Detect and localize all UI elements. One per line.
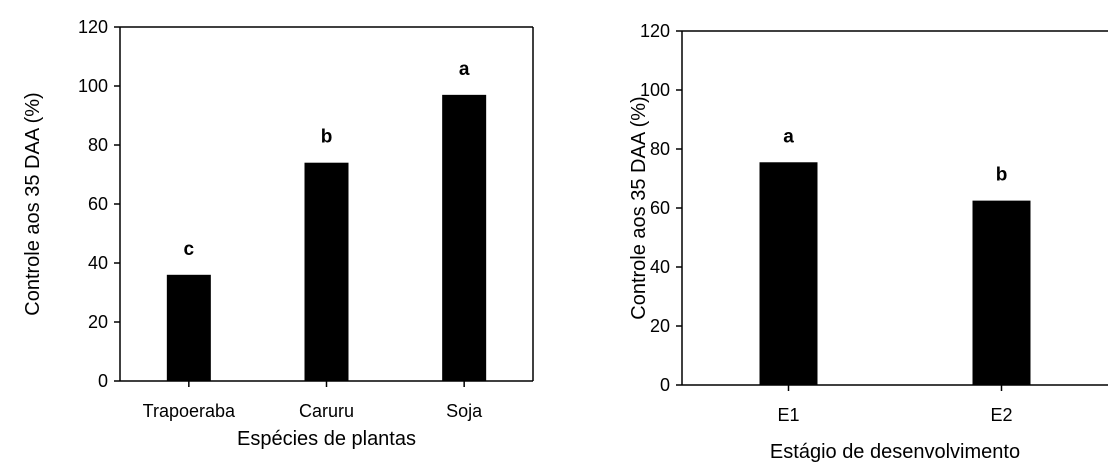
x-tick-label: E2 [990,405,1012,425]
x-axis-title: Espécies de plantas [237,428,416,450]
y-tick-label: 40 [650,257,670,277]
bar-caruru [304,162,349,381]
y-tick-label: 20 [650,316,670,336]
y-tick-label: 40 [88,253,108,273]
significance-letter: c [184,239,195,260]
bar-e1 [759,162,818,385]
y-tick-label: 100 [640,80,670,100]
x-tick-label: Caruru [299,401,354,421]
significance-letter: a [783,126,794,147]
bar-trapoeraba [166,274,211,381]
x-axis-title: Estágio de desenvolvimento [770,441,1020,463]
y-tick-label: 60 [650,198,670,218]
chart-1: 0 20 40 60 80 100 120 Trapoeraba c Caruru b Soja a Es… [22,17,534,450]
y-tick-label: 120 [640,21,670,41]
x-tick-label: Trapoeraba [143,401,236,421]
y-tick-label: 120 [78,17,108,37]
y-tick-label: 0 [98,371,108,391]
significance-letter: b [321,127,333,148]
chart-2: 0 20 40 60 80 100 120 E1 a E2 b Estágio de desenvol… [628,21,1108,463]
significance-letter: a [459,59,470,80]
y-tick-label: 80 [650,139,670,159]
y-tick-label: 60 [88,194,108,214]
x-tick-label: Soja [446,401,483,421]
bar-soja [442,94,487,381]
bar-e2 [972,200,1031,385]
y-axis-title: Controle aos 35 DAA (%) [628,96,650,319]
x-tick-label: E1 [777,405,799,425]
significance-letter: b [996,165,1008,186]
y-tick-label: 20 [88,312,108,332]
y-tick-label: 0 [660,375,670,395]
y-tick-label: 80 [88,135,108,155]
y-tick-label: 100 [78,76,108,96]
y-axis-title: Controle aos 35 DAA (%) [22,92,44,315]
